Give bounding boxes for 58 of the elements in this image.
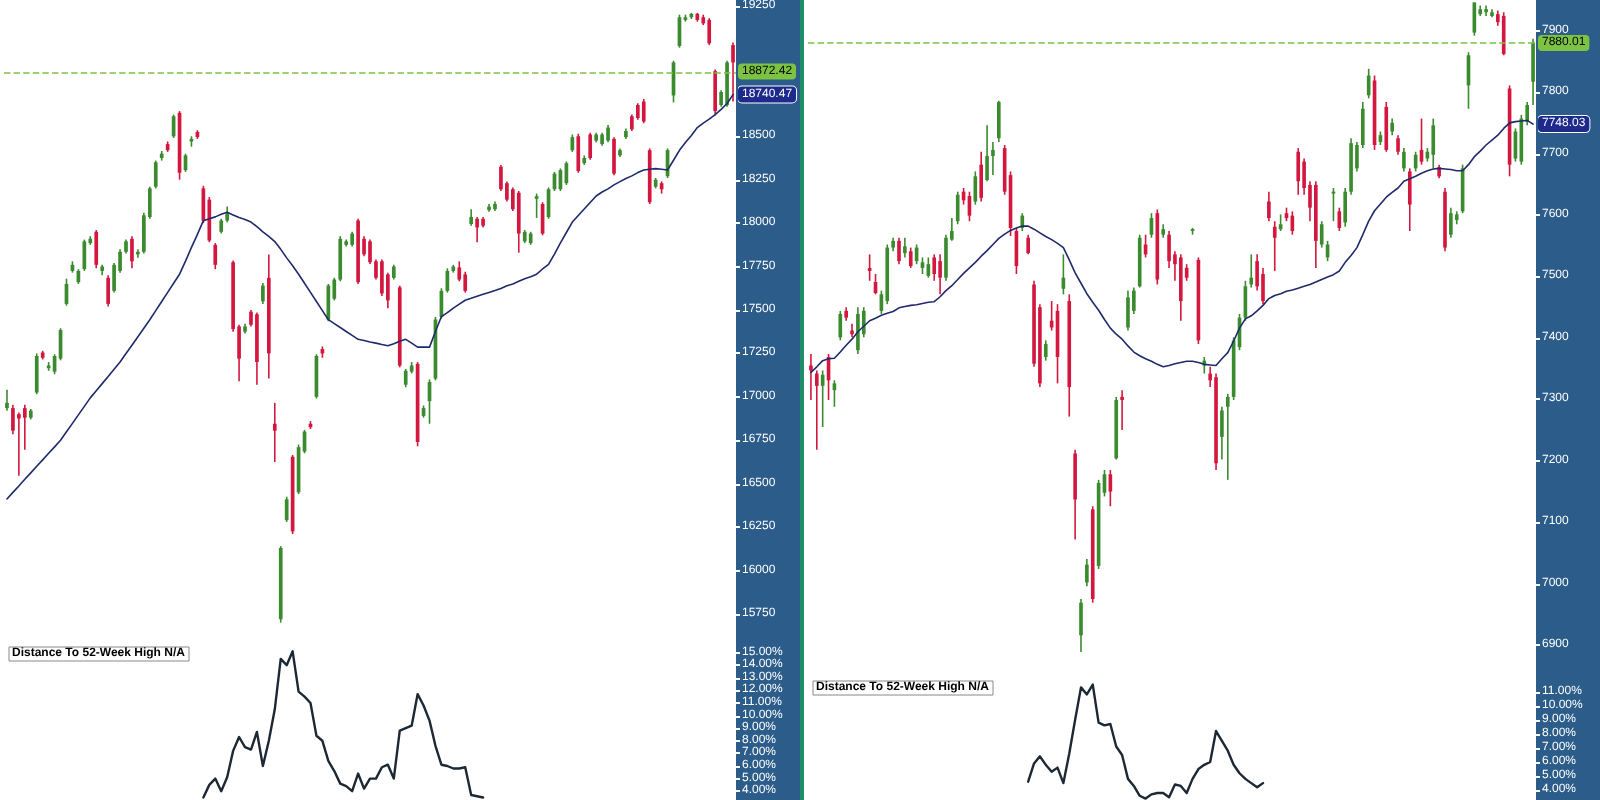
candlestick [850, 322, 854, 339]
candlestick [713, 68, 718, 117]
candlestick [1085, 558, 1089, 587]
candlestick [255, 311, 259, 386]
candlestick [272, 402, 277, 463]
candlestick [94, 229, 99, 270]
candlestick [1296, 147, 1301, 196]
line-series [6, 93, 734, 500]
candlestick [1126, 289, 1130, 332]
candlestick [106, 274, 110, 308]
candlestick [838, 310, 843, 342]
candlestick [1384, 101, 1389, 153]
candlestick [403, 368, 408, 389]
candlestick [130, 235, 134, 270]
candlestick [261, 282, 265, 305]
candlestick [1043, 339, 1048, 362]
candlestick [284, 495, 289, 523]
candlestick [985, 124, 989, 183]
candlestick [588, 132, 593, 161]
candlestick [707, 17, 712, 46]
candlestick [731, 41, 735, 103]
candlestick [1407, 167, 1412, 232]
candlestick [1402, 147, 1406, 173]
candlestick [641, 98, 646, 125]
candlestick [1396, 134, 1400, 156]
candlestick [1178, 253, 1183, 322]
candlestick [326, 283, 331, 323]
candlestick [1501, 11, 1506, 57]
candlestick [1272, 220, 1277, 272]
candlestick [1073, 448, 1077, 541]
candlestick [17, 411, 21, 477]
candlestick [1120, 389, 1124, 431]
line-series [202, 650, 485, 799]
line-series [1026, 683, 1265, 800]
candlestick [856, 306, 860, 355]
candlestick [996, 99, 1001, 143]
candlestick [903, 236, 907, 259]
candlestick [938, 253, 942, 296]
candlestick [5, 389, 9, 412]
candlestick [979, 150, 984, 203]
candlestick [1026, 233, 1030, 256]
candlestick [534, 192, 539, 219]
candlestick [908, 246, 913, 269]
candlestick [82, 238, 87, 272]
candlestick [153, 159, 158, 190]
candlestick [516, 190, 521, 254]
candlestick [576, 132, 581, 174]
candlestick [1431, 117, 1436, 170]
candlestick [213, 242, 218, 270]
candlestick [1267, 190, 1271, 222]
candlestick [612, 136, 616, 177]
candlestick [1531, 37, 1535, 106]
candlestick [897, 236, 901, 265]
candlestick [475, 216, 479, 244]
candlestick [1079, 598, 1083, 653]
candlestick [34, 352, 39, 396]
candlestick [1449, 206, 1453, 239]
candlestick [725, 59, 729, 108]
